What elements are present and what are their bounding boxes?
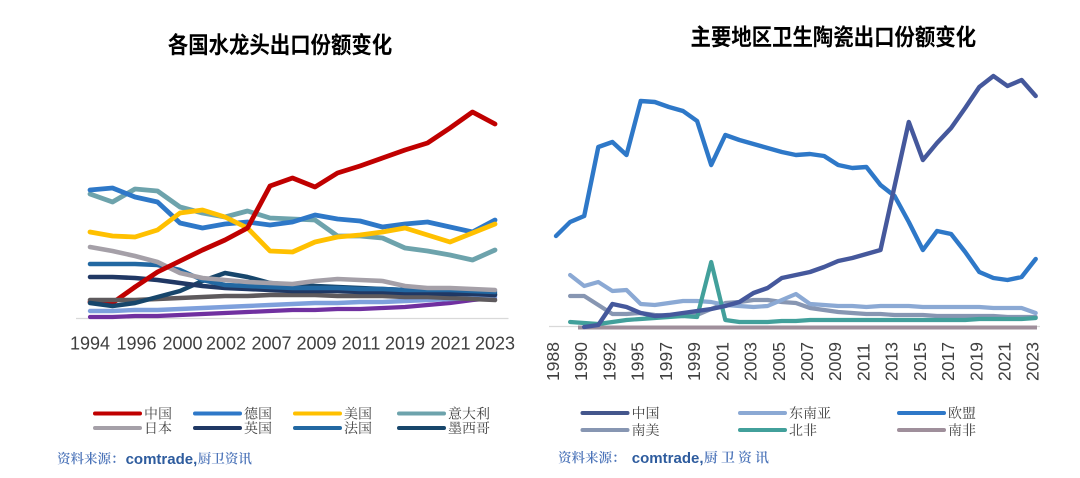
svg-text:1990: 1990 <box>571 342 591 381</box>
svg-text:2019: 2019 <box>966 342 986 381</box>
svg-text:1988: 1988 <box>543 342 563 381</box>
svg-text:2005: 2005 <box>769 342 789 381</box>
svg-text:comtrade,: comtrade, <box>632 450 704 467</box>
svg-text:2015: 2015 <box>910 342 930 381</box>
svg-text:2000: 2000 <box>162 334 202 354</box>
svg-text:2023: 2023 <box>475 334 515 354</box>
svg-text:2009: 2009 <box>296 334 336 354</box>
svg-text:2013: 2013 <box>882 342 902 381</box>
svg-text:2011: 2011 <box>853 343 873 381</box>
svg-text:2009: 2009 <box>825 342 845 381</box>
svg-text:2017: 2017 <box>938 342 958 381</box>
svg-text:1999: 1999 <box>684 342 704 381</box>
svg-text:2002: 2002 <box>206 334 246 354</box>
svg-text:1997: 1997 <box>656 342 676 381</box>
svg-text:2007: 2007 <box>251 334 291 354</box>
svg-text:1994: 1994 <box>70 334 110 354</box>
svg-text:1992: 1992 <box>599 342 619 381</box>
svg-text:2023: 2023 <box>1023 342 1043 381</box>
svg-text:1995: 1995 <box>628 342 648 381</box>
svg-text:2001: 2001 <box>712 342 732 381</box>
svg-text:2007: 2007 <box>797 342 817 381</box>
svg-text:2021: 2021 <box>995 342 1015 381</box>
svg-text:2003: 2003 <box>741 342 761 381</box>
svg-text:2019: 2019 <box>385 334 425 354</box>
svg-text:2021: 2021 <box>430 334 470 354</box>
svg-text:1996: 1996 <box>116 334 156 354</box>
svg-text:comtrade,: comtrade, <box>126 451 198 468</box>
svg-text:2011: 2011 <box>342 334 381 354</box>
